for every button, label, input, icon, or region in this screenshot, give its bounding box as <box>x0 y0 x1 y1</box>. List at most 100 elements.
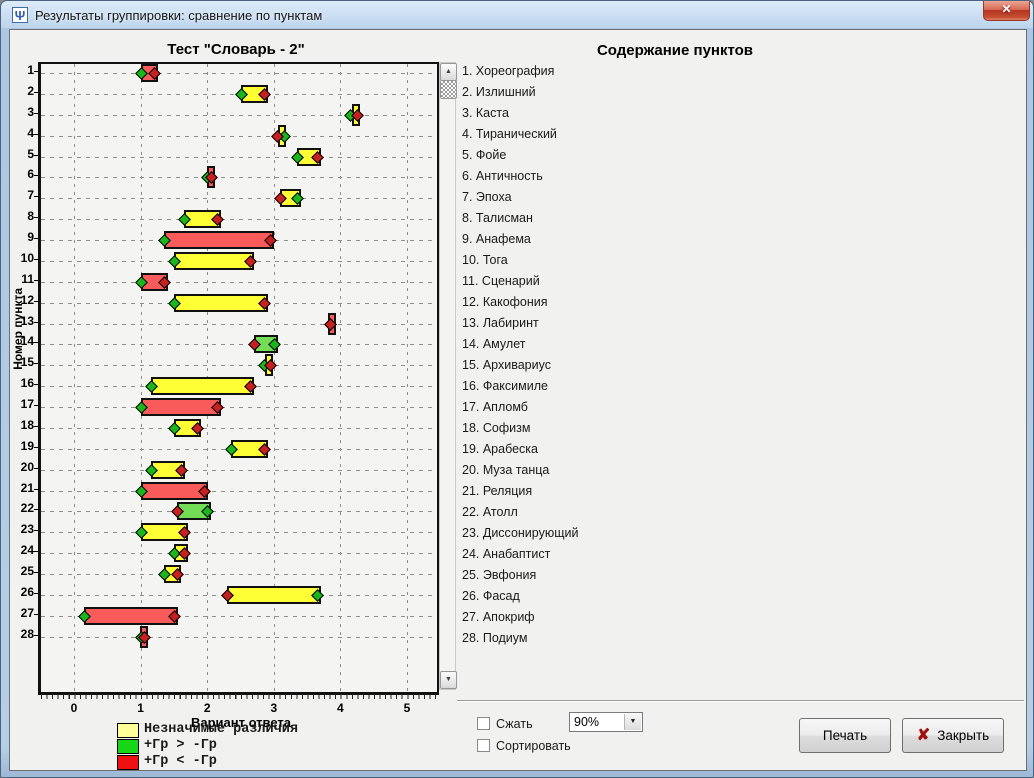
y-axis-tick <box>34 175 38 177</box>
y-axis-tick <box>34 363 38 365</box>
y-tick-label: 28 <box>20 626 34 641</box>
x-axis-ticks <box>41 694 438 699</box>
item-label: 3. Каста <box>462 106 509 120</box>
print-button[interactable]: Печать <box>799 718 891 753</box>
y-tick-label: 24 <box>20 543 34 558</box>
y-axis-tick <box>34 634 38 636</box>
item-label: 12. Какофония <box>462 295 548 309</box>
y-tick-label: 21 <box>20 480 34 495</box>
y-axis-tick <box>34 488 38 490</box>
scroll-up-button[interactable]: ▲ <box>440 63 457 81</box>
scroll-up-icon: ▲ <box>445 68 452 75</box>
y-tick-label: 3 <box>27 104 34 119</box>
y-axis-tick <box>34 425 38 427</box>
bar-item-16 <box>150 377 255 396</box>
item-label: 1. Хореография <box>462 64 555 78</box>
x-tick-label: 2 <box>203 701 211 715</box>
grid-line-horizontal <box>41 615 437 617</box>
y-tick-label: 7 <box>27 188 34 203</box>
grid-line-horizontal <box>41 407 437 409</box>
y-axis-tick <box>34 530 38 532</box>
grid-line-horizontal <box>41 73 437 74</box>
legend-swatch-plus-less <box>117 755 139 770</box>
y-tick-label: 11 <box>21 271 34 286</box>
y-axis-tick <box>34 509 38 511</box>
item-label: 13. Лабиринт <box>462 316 539 330</box>
y-axis-tick <box>34 300 38 302</box>
y-tick-label: 26 <box>20 585 34 599</box>
y-axis-tick <box>34 154 38 156</box>
titlebar[interactable]: Ψ Результаты группировки: сравнение по п… <box>1 1 1033 29</box>
y-tick-label: 2 <box>27 83 34 98</box>
grid-line-horizontal <box>41 532 437 534</box>
zoom-select-value: 90% <box>574 715 600 729</box>
grid-line-horizontal <box>41 574 437 576</box>
items-panel-title: Содержание пунктов <box>596 42 754 59</box>
y-tick-label: 27 <box>20 605 34 620</box>
item-label: 14. Амулет <box>462 337 526 351</box>
item-label: 9. Анафема <box>462 232 531 246</box>
y-tick-label: 1 <box>27 63 34 77</box>
item-label: 22. Атолл <box>462 505 518 519</box>
psi-app-icon: Ψ <box>12 7 28 23</box>
y-tick-label: 18 <box>20 417 34 432</box>
bar-item-27 <box>83 606 178 625</box>
y-axis-tick <box>34 196 38 198</box>
close-dialog-button[interactable]: ✘ Закрыть <box>902 718 1004 753</box>
compress-checkbox[interactable] <box>477 717 490 730</box>
compress-checkbox-label[interactable]: Сжать <box>496 717 533 731</box>
item-label: 26. Фасад <box>462 589 520 603</box>
y-axis-tick <box>34 133 38 135</box>
chart-title: Тест "Словарь - 2" <box>167 41 305 58</box>
item-label: 4. Тиранический <box>462 127 557 141</box>
plot-area <box>38 62 439 695</box>
y-tick-label: 6 <box>27 167 34 182</box>
y-axis-tick <box>34 342 38 344</box>
item-label: 23. Диссонирующий <box>462 526 579 540</box>
bar-item-12 <box>173 293 268 312</box>
grid-line-horizontal <box>41 490 437 492</box>
grid-line-horizontal <box>41 156 437 158</box>
grid-line-horizontal <box>41 469 437 471</box>
grid-line-horizontal <box>41 344 437 346</box>
close-x-icon: ✘ <box>916 726 931 744</box>
legend-swatch-plus-greater <box>117 739 139 754</box>
grid-line-horizontal <box>41 323 437 325</box>
grid-line-horizontal <box>41 511 437 513</box>
scroll-thumb[interactable] <box>440 80 457 99</box>
y-tick-label: 4 <box>27 125 34 140</box>
legend-swatch-nonsignificant <box>117 723 139 738</box>
bar-item-17 <box>140 398 222 417</box>
scroll-down-icon: ▼ <box>445 676 452 683</box>
y-axis-tick <box>34 71 38 72</box>
item-label: 18. Софизм <box>462 421 531 435</box>
y-tick-label: 12 <box>20 292 34 307</box>
x-tick-label: 3 <box>270 701 278 715</box>
y-axis-tick <box>34 321 38 323</box>
x-tick-label: 0 <box>70 701 78 715</box>
y-tick-label: 17 <box>20 397 34 412</box>
bar-item-9 <box>163 231 275 250</box>
item-label: 21. Реляция <box>462 484 533 498</box>
chevron-down-icon[interactable]: ▼ <box>624 714 641 730</box>
scroll-down-button[interactable]: ▼ <box>440 671 457 689</box>
grid-line-vertical <box>140 64 142 692</box>
item-label: 5. Фойе <box>462 148 507 162</box>
sort-checkbox[interactable] <box>477 739 490 752</box>
window-close-button[interactable]: ✕ <box>983 1 1030 21</box>
y-axis-tick <box>34 91 38 93</box>
grid-line-horizontal <box>41 636 437 638</box>
chart-scrollbar[interactable]: ▲ ▼ <box>439 62 457 690</box>
sort-checkbox-label[interactable]: Сортировать <box>496 739 571 753</box>
y-axis-tick <box>34 279 38 281</box>
x-axis: 0 1 2 3 4 5 <box>10 701 470 715</box>
y-axis-tick <box>34 551 38 553</box>
y-tick-label: 13 <box>20 313 34 328</box>
y-axis-tick <box>34 572 38 574</box>
y-tick-label: 9 <box>27 230 34 245</box>
zoom-select[interactable]: 90% ▼ <box>569 712 643 732</box>
bar-item-26 <box>227 586 322 604</box>
item-label: 27. Апокриф <box>462 610 535 624</box>
grid-line-horizontal <box>41 281 437 283</box>
grid-line-horizontal <box>41 427 437 429</box>
